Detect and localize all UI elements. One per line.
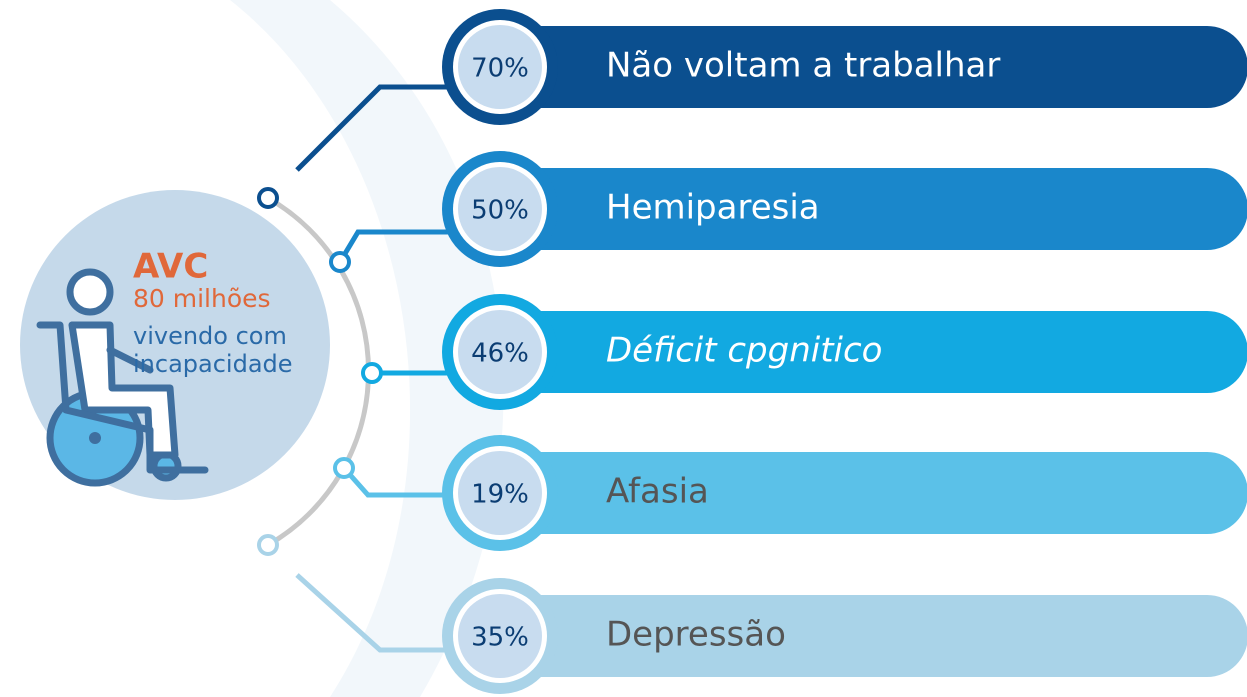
connector-dot — [361, 362, 383, 384]
item-bar — [500, 26, 1247, 108]
badge — [458, 25, 542, 109]
item-label: Não voltam a trabalhar — [606, 46, 1000, 86]
item-bar — [500, 168, 1247, 250]
item-bar — [500, 311, 1247, 393]
center-count: 80 milhões — [133, 284, 271, 313]
item-label: Depressão — [606, 615, 786, 655]
item-label: Afasia — [606, 472, 709, 512]
item-label: Hemiparesia — [606, 188, 820, 228]
item-label: Déficit cpgnitico — [606, 331, 882, 371]
badge — [458, 310, 542, 394]
connector — [337, 229, 450, 264]
item-bar — [500, 452, 1247, 534]
connector-dot — [257, 187, 279, 209]
connector-dot — [333, 457, 355, 479]
center-title: AVC — [133, 247, 208, 287]
badge — [458, 594, 542, 678]
item-percent: 35% — [471, 623, 529, 653]
item-percent: 19% — [471, 480, 529, 510]
connector — [342, 466, 450, 498]
connector — [295, 573, 450, 653]
connector-dot — [257, 534, 279, 556]
item-percent: 50% — [471, 196, 529, 226]
item-bar — [500, 595, 1247, 677]
item-percent: 70% — [471, 54, 529, 84]
center-line: vivendo com — [133, 322, 287, 350]
badge — [458, 167, 542, 251]
item-percent: 46% — [471, 339, 529, 369]
background-swoosh — [230, 0, 504, 697]
badge — [458, 451, 542, 535]
center-line: incapacidade — [133, 350, 293, 378]
connector-dot — [329, 251, 351, 273]
wheelchair-icon — [36, 268, 209, 487]
connector — [295, 84, 450, 172]
